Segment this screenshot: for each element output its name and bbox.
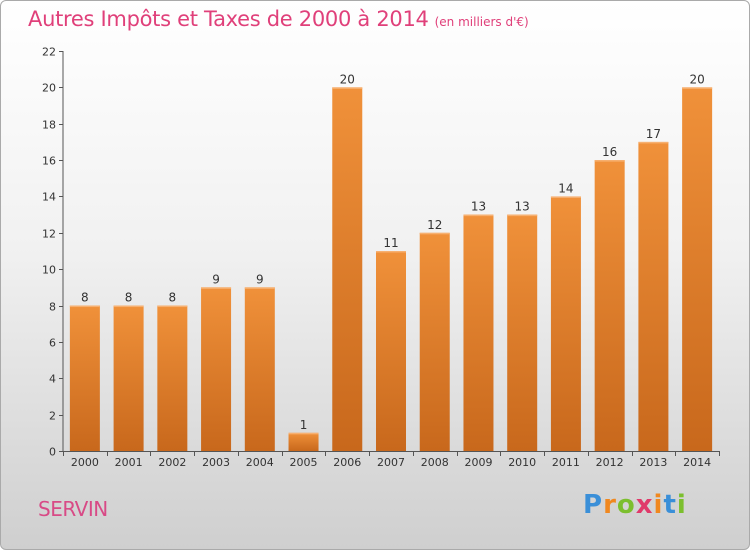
bar-2001: [113, 305, 144, 451]
bar-2006: [332, 87, 363, 451]
x-tick-label: 2006: [333, 456, 361, 469]
value-label: 13: [515, 200, 530, 214]
bar-highlight: [376, 251, 406, 253]
brand-letter: i: [676, 490, 687, 520]
value-label: 17: [646, 127, 661, 141]
value-label: 8: [169, 291, 177, 305]
bar-highlight: [594, 160, 625, 162]
x-tick-label: 2005: [290, 456, 318, 469]
bar-highlight: [682, 87, 713, 89]
bar-2005: [288, 432, 319, 451]
bar-highlight: [419, 232, 450, 235]
x-tick-label: 2004: [246, 456, 274, 469]
brand-letter: r: [603, 490, 617, 520]
bar-highlight: [69, 305, 100, 308]
y-tick-label: 10: [42, 264, 56, 277]
value-label: 20: [689, 72, 704, 86]
x-tick-label: 2008: [421, 456, 449, 469]
bar-2007: [376, 251, 406, 451]
chart-unit-note: (en milliers d'€): [434, 15, 529, 29]
bar-2009: [463, 214, 494, 451]
bar-2014: [682, 87, 713, 451]
bar-2013: [638, 141, 669, 451]
value-label: 14: [558, 181, 573, 195]
x-tick-label: 2011: [552, 456, 580, 469]
value-label: 13: [471, 200, 486, 214]
value-label: 11: [383, 236, 398, 250]
bar-highlight: [157, 305, 188, 308]
x-tick-label: 2012: [596, 456, 624, 469]
brand-letter: P: [583, 490, 604, 520]
value-label: 16: [602, 145, 617, 159]
value-label: 8: [81, 291, 89, 305]
value-label: 9: [212, 272, 220, 286]
bars-layer: 8 8 8 9 9 1 20 11 12 13 13 14 16 17 20: [69, 72, 713, 451]
x-tick-label: 2013: [639, 456, 667, 469]
y-tick-label: 6: [49, 337, 56, 350]
bar-highlight: [201, 287, 232, 289]
place-name: SERVIN: [38, 497, 108, 521]
value-label: 1: [300, 418, 308, 432]
y-tick-label: 12: [42, 228, 56, 241]
bar-2008: [419, 232, 450, 451]
bar-highlight: [550, 196, 581, 198]
y-tick-label: 18: [42, 119, 56, 132]
bar-highlight: [463, 214, 494, 217]
y-tick-label: 20: [42, 82, 56, 95]
y-tick-label: 4: [49, 373, 56, 386]
brand-letter: t: [663, 490, 677, 520]
bar-highlight: [638, 141, 669, 144]
title-row: Autres Impôts et Taxes de 2000 à 2014 (en…: [28, 7, 529, 31]
y-tick-label: 0: [49, 446, 56, 459]
bar-highlight: [288, 432, 319, 435]
bar-2000: [69, 305, 100, 451]
bar-2004: [244, 287, 275, 451]
y-tick-label: 14: [42, 191, 56, 204]
brand-letter: x: [635, 490, 654, 520]
chart-title: Autres Impôts et Taxes de 2000 à 2014: [28, 7, 429, 31]
bar-highlight: [244, 287, 275, 289]
x-tick-label: 2001: [115, 456, 143, 469]
x-tick-label: 2010: [508, 456, 536, 469]
x-tick-label: 2000: [71, 456, 99, 469]
value-label: 12: [427, 218, 442, 232]
x-tick-label: 2002: [158, 456, 186, 469]
bar-2010: [507, 214, 538, 451]
bar-highlight: [507, 214, 538, 217]
x-tick-label: 2009: [464, 456, 492, 469]
y-tick-label: 8: [49, 301, 56, 314]
value-label: 20: [340, 72, 355, 86]
brand-letter: o: [616, 490, 636, 520]
bar-2012: [594, 160, 625, 451]
x-tick-label: 2014: [683, 456, 711, 469]
value-label: 8: [125, 291, 133, 305]
bar-2011: [550, 196, 581, 451]
y-tick-label: 22: [42, 46, 56, 59]
value-label: 9: [256, 272, 264, 286]
bar-highlight: [332, 87, 363, 89]
y-tick-label: 16: [42, 155, 56, 168]
bar-2002: [157, 305, 188, 451]
y-tick-label: 2: [49, 410, 56, 423]
brand-letter: i: [653, 490, 664, 520]
x-tick-label: 2003: [202, 456, 230, 469]
bar-2003: [201, 287, 232, 451]
bar-highlight: [113, 305, 144, 308]
brand-logo[interactable]: Proxiti: [583, 490, 687, 520]
x-tick-label: 2007: [377, 456, 405, 469]
